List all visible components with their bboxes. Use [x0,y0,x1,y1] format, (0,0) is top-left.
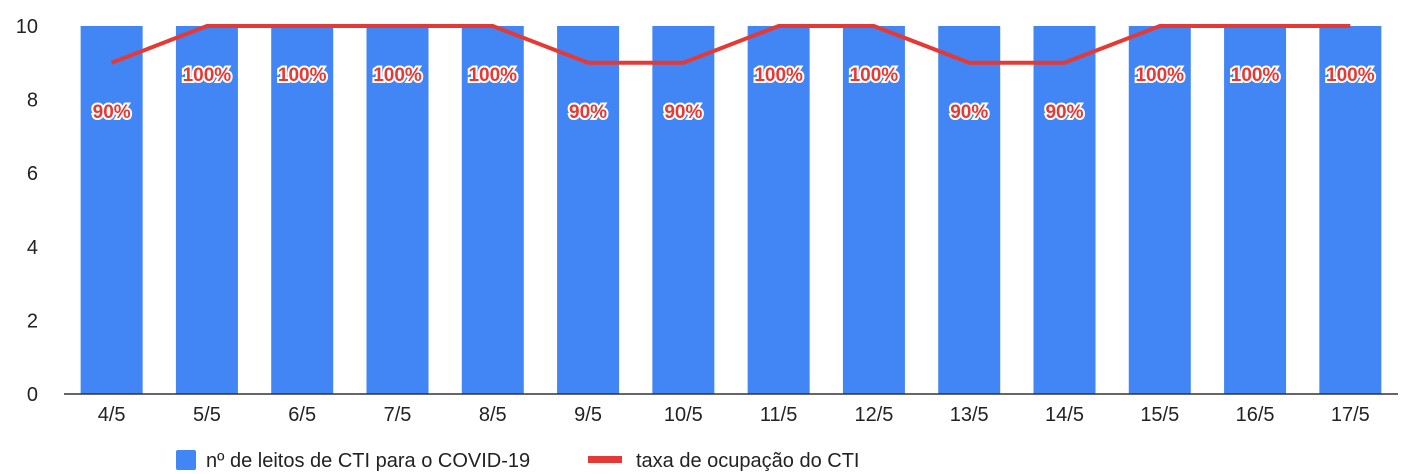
data-label: 100% [850,65,899,86]
bar [175,26,238,394]
y-tick-label: 0 [27,384,38,406]
x-tick-label: 6/5 [288,404,316,426]
data-label: 90% [664,102,702,123]
bar [271,26,334,394]
bar [1128,26,1191,394]
data-label: 100% [468,65,517,86]
x-tick-label: 7/5 [384,404,412,426]
x-tick-label: 11/5 [760,404,797,426]
data-label: 100% [373,65,422,86]
line-series [110,24,1351,65]
legend-label-bars: nº de leitos de CTI para o COVID-19 [206,450,530,472]
y-tick-label: 8 [27,90,38,112]
line-path [110,24,1351,65]
data-label: 100% [183,65,232,86]
x-tick-label: 4/5 [98,404,126,426]
legend-swatch-bars [176,450,196,470]
data-label: 90% [93,102,131,123]
x-tick-label: 8/5 [479,404,507,426]
data-label: 90% [950,102,988,123]
x-tick-label: 16/5 [1236,404,1275,426]
x-axis-ticks: 4/5 5/5 6/5 7/5 8/5 9/5 10/5 11/5 12/5 13/5 14/5 15… [98,404,1370,426]
data-label: 100% [278,65,327,86]
y-tick-label: 6 [27,163,38,185]
x-tick-label: 10/5 [664,404,703,426]
data-label: 100% [1231,65,1280,86]
legend-label-line: taxa de ocupação do CTI [636,450,859,472]
data-label: 90% [569,102,607,123]
x-tick-label: 5/5 [193,404,221,426]
bar [1319,26,1382,394]
data-label: 100% [1326,65,1375,86]
x-tick-label: 12/5 [854,404,893,426]
bar [747,26,810,394]
bar [461,26,524,394]
data-label: 90% [1045,102,1083,123]
bar [842,26,905,394]
x-tick-label: 15/5 [1140,404,1179,426]
legend: nº de leitos de CTI para o COVID-19 taxa… [176,450,859,472]
y-tick-label: 10 [16,16,38,38]
bar-series [80,26,1382,394]
bar [1224,26,1287,394]
x-tick-label: 13/5 [950,404,989,426]
bar [80,26,143,394]
bar [366,26,429,394]
bar [652,26,715,394]
y-tick-label: 2 [27,310,38,332]
bar [1033,26,1096,394]
bar [557,26,620,394]
line-data-labels: 90% 100% 100% 100% 100% 90% 90% 100% 100% 90% 90% 1… [91,63,1377,125]
bar [938,26,1001,394]
x-tick-label: 17/5 [1331,404,1370,426]
x-tick-label: 14/5 [1045,404,1084,426]
x-tick-label: 9/5 [574,404,602,426]
legend-swatch-line [588,456,622,463]
data-label: 100% [1135,65,1184,86]
y-tick-label: 4 [27,237,38,259]
y-axis-ticks: 0 2 4 6 8 10 [16,16,38,406]
data-label: 100% [754,65,803,86]
